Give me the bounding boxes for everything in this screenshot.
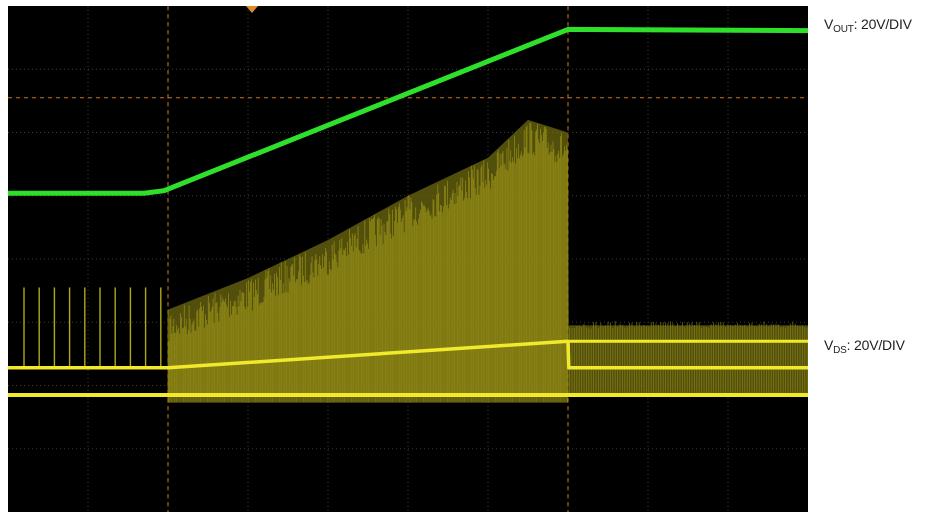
- vout-label-subscript: OUT: [833, 24, 854, 35]
- vout-scale-label: VOUT: 20V/DIV: [824, 16, 912, 35]
- scope-plot: [8, 6, 808, 512]
- trigger-position-icon: [246, 6, 258, 13]
- vout-label-scale: : 20V/DIV: [853, 16, 912, 32]
- vout-trace: [8, 26, 808, 196]
- vout-label-name: V: [824, 16, 834, 32]
- vds-ringing: [167, 122, 568, 403]
- vds-label-scale: : 20V/DIV: [846, 337, 905, 353]
- oscilloscope-screen: [8, 6, 808, 512]
- vds-label-name: V: [824, 337, 834, 353]
- vds-label-subscript: DS: [833, 345, 847, 356]
- vds-scale-label: VDS: 20V/DIV: [824, 337, 905, 356]
- vds-trace: [8, 339, 808, 370]
